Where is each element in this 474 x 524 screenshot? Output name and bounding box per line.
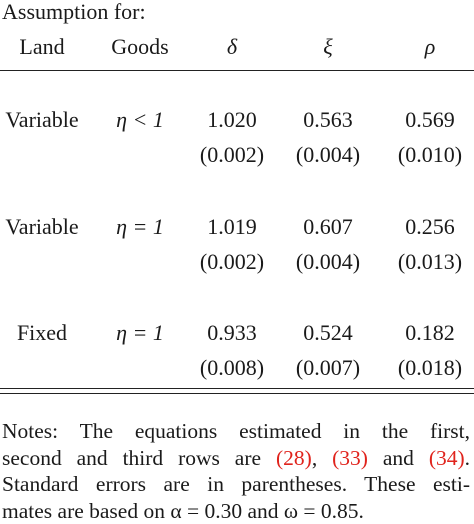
estimate: 0.524 [303,320,353,346]
standard-error: (0.007) [296,355,360,381]
column-header: ξ [323,34,332,60]
notes-text: second and third rows are [2,446,276,470]
land-assumption: Variable [5,214,78,240]
estimate: 0.182 [405,320,455,346]
estimate: 0.933 [207,320,257,346]
notes-text: and [368,446,429,470]
column-header: ρ [425,34,436,60]
notes: Notes: The equations estimated in the fi… [2,418,470,524]
standard-error: (0.010) [398,142,462,168]
land-assumption: Variable [5,107,78,133]
standard-error: (0.004) [296,249,360,275]
column-header: δ [227,34,237,60]
standard-error: (0.013) [398,249,462,275]
column-header: Land [19,34,64,60]
column-header: Goods [111,34,168,60]
land-assumption: Fixed [17,320,67,346]
estimate: 0.256 [405,214,455,240]
estimate: 1.020 [207,107,257,133]
standard-error: (0.004) [296,142,360,168]
estimate: 1.019 [207,214,257,240]
estimate: 0.607 [303,214,353,240]
bottom-rule [0,388,474,389]
notes-line: second and third rows are (28), (33) and… [2,445,470,472]
estimate: 0.569 [405,107,455,133]
bottom-rule [0,393,474,394]
standard-error: (0.018) [398,355,462,381]
goods-assumption: η = 1 [116,320,164,346]
standard-error: (0.002) [200,249,264,275]
notes-line: Notes: The equations estimated in the fi… [2,418,470,445]
notes-line: mates are based on α = 0.30 and ω = 0.85… [2,498,470,524]
notes-line: Standard errors are in parentheses. Thes… [2,471,470,498]
equation-ref[interactable]: (33) [332,446,368,470]
header-rule [0,70,474,71]
equation-ref[interactable]: (28) [276,446,312,470]
standard-error: (0.002) [200,142,264,168]
notes-text: , [312,446,332,470]
notes-text: . [465,446,470,470]
standard-error: (0.008) [200,355,264,381]
table-group-title: Assumption for: [2,0,146,25]
goods-assumption: η < 1 [116,107,164,133]
goods-assumption: η = 1 [116,214,164,240]
estimate: 0.563 [303,107,353,133]
equation-ref[interactable]: (34) [429,446,465,470]
